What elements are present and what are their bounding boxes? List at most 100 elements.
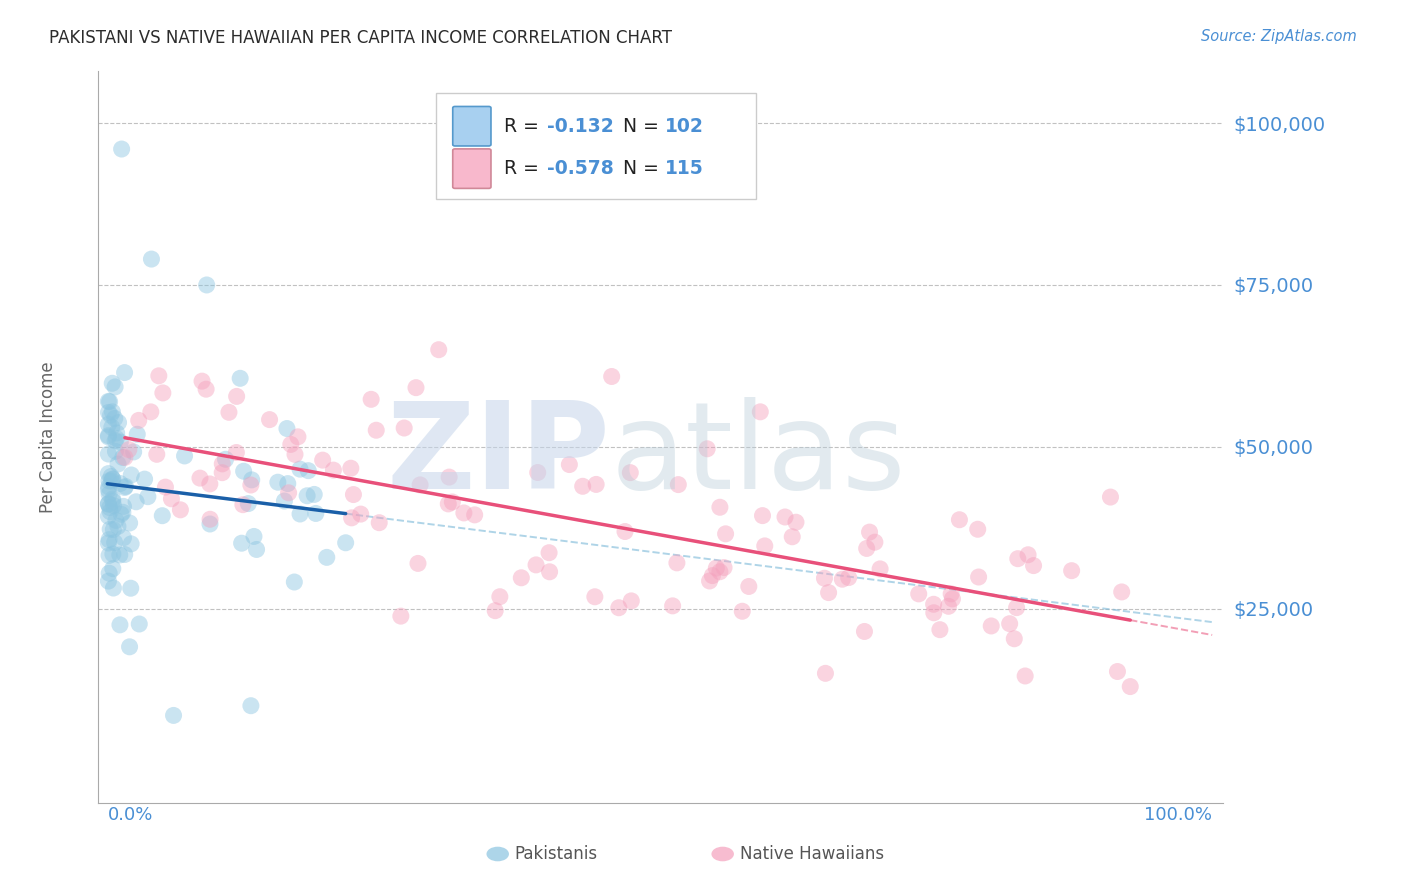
Point: [287, 430, 309, 444]
Circle shape: [711, 847, 734, 862]
Point: [863, 535, 886, 549]
Point: [273, 494, 295, 508]
Point: [600, 369, 623, 384]
Point: [97, 480, 120, 494]
Point: [1111, 585, 1133, 599]
Point: [661, 599, 683, 613]
Point: [229, 371, 252, 385]
Point: [526, 466, 548, 480]
Point: [368, 516, 391, 530]
Text: Per Capita Income: Per Capita Income: [39, 361, 56, 513]
Text: 0.0%: 0.0%: [108, 806, 153, 824]
Point: [245, 542, 267, 557]
Point: [100, 469, 122, 483]
Point: [284, 447, 307, 461]
Point: [709, 500, 731, 515]
Point: [280, 437, 302, 451]
Point: [297, 464, 319, 478]
Point: [484, 604, 506, 618]
Point: [231, 536, 253, 550]
Point: [104, 535, 127, 549]
Text: R =: R =: [505, 117, 546, 136]
Point: [980, 619, 1002, 633]
Point: [405, 381, 427, 395]
Point: [427, 343, 450, 357]
Point: [127, 427, 149, 442]
Point: [558, 458, 581, 472]
Point: [754, 539, 776, 553]
Point: [1099, 490, 1122, 504]
Point: [162, 708, 184, 723]
Point: [340, 511, 363, 525]
Point: [107, 457, 129, 471]
Point: [238, 497, 260, 511]
Point: [112, 531, 135, 545]
Text: R =: R =: [505, 159, 546, 178]
Point: [620, 594, 643, 608]
FancyBboxPatch shape: [453, 106, 491, 146]
Point: [97, 405, 120, 419]
Point: [101, 494, 124, 508]
Point: [114, 481, 136, 495]
Point: [239, 478, 262, 492]
Text: N =: N =: [623, 117, 665, 136]
Point: [240, 473, 263, 487]
Point: [97, 428, 120, 442]
Point: [583, 590, 606, 604]
Point: [110, 435, 132, 450]
Point: [389, 609, 412, 624]
Point: [437, 497, 460, 511]
Point: [97, 509, 120, 524]
Point: [100, 408, 122, 422]
Point: [97, 536, 120, 550]
Point: [941, 591, 963, 606]
Point: [105, 425, 128, 440]
Text: 100.0%: 100.0%: [1144, 806, 1212, 824]
Point: [453, 506, 475, 520]
Point: [1060, 564, 1083, 578]
Point: [98, 533, 121, 547]
Point: [225, 389, 247, 403]
Point: [104, 434, 127, 448]
Point: [97, 483, 120, 497]
Point: [1014, 669, 1036, 683]
Point: [749, 405, 772, 419]
Point: [107, 416, 129, 430]
Text: ZIP: ZIP: [387, 397, 610, 514]
Point: [136, 490, 159, 504]
Point: [239, 698, 262, 713]
Point: [141, 252, 163, 266]
Point: [704, 561, 727, 575]
Point: [134, 472, 156, 486]
Point: [814, 666, 837, 681]
Point: [103, 523, 125, 537]
Point: [1119, 680, 1142, 694]
Point: [110, 508, 132, 522]
Point: [122, 445, 145, 459]
Point: [118, 442, 141, 457]
Point: [305, 507, 328, 521]
Point: [853, 624, 876, 639]
Point: [288, 462, 311, 476]
Point: [118, 640, 141, 654]
Point: [128, 413, 150, 427]
Point: [1007, 551, 1029, 566]
Point: [276, 421, 298, 435]
Point: [938, 599, 960, 614]
Point: [714, 526, 737, 541]
Text: Native Hawaiians: Native Hawaiians: [740, 845, 884, 863]
Point: [139, 405, 162, 419]
Point: [108, 548, 131, 562]
Point: [813, 571, 835, 585]
Point: [98, 505, 121, 519]
Point: [696, 442, 718, 456]
Point: [97, 497, 120, 511]
Point: [922, 597, 945, 611]
Point: [101, 376, 124, 391]
Point: [104, 380, 127, 394]
Point: [152, 386, 174, 401]
Point: [571, 479, 593, 493]
Point: [104, 444, 127, 458]
Point: [295, 489, 318, 503]
Point: [111, 450, 134, 465]
